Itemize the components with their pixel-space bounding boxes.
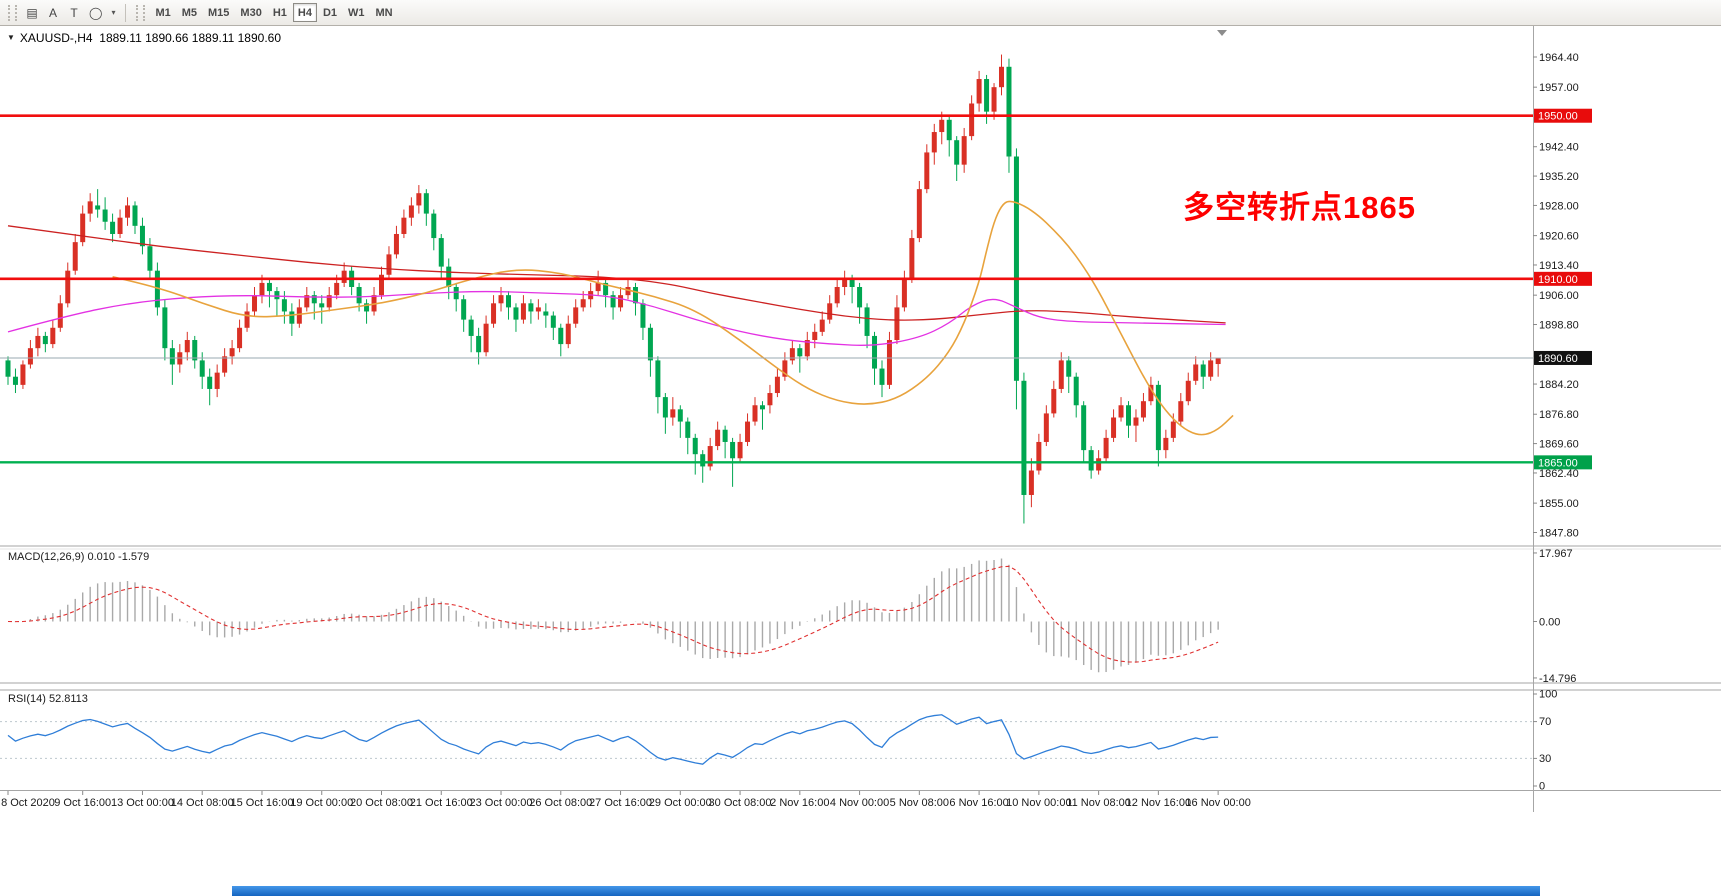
svg-text:6 Nov 16:00: 6 Nov 16:00 xyxy=(949,797,1008,809)
symbol-dropdown-icon[interactable]: ▼ xyxy=(7,33,15,42)
macd-signal-line xyxy=(7,565,1219,663)
timeframe-button-m1[interactable]: M1 xyxy=(150,3,175,22)
svg-text:4 Nov 00:00: 4 Nov 00:00 xyxy=(830,797,889,809)
toolbar-grip-2[interactable] xyxy=(136,4,146,21)
chart-text-annotation[interactable]: 多空转折点1865 xyxy=(1183,190,1416,225)
svg-text:2 Nov 16:00: 2 Nov 16:00 xyxy=(770,797,829,809)
svg-text:1913.40: 1913.40 xyxy=(1539,260,1579,272)
svg-text:13 Oct 00:00: 13 Oct 00:00 xyxy=(111,797,174,809)
hlines-layer[interactable] xyxy=(0,114,1533,464)
rsi-layer xyxy=(0,714,1533,765)
symbol-ohlc-text: XAUUSD-,H4 1889.11 1890.66 1889.11 1890.… xyxy=(19,31,281,45)
svg-text:1862.40: 1862.40 xyxy=(1539,468,1579,480)
svg-text:27 Oct 16:00: 27 Oct 16:00 xyxy=(589,797,652,809)
svg-text:14 Oct 08:00: 14 Oct 08:00 xyxy=(171,797,234,809)
svg-text:12 Nov 16:00: 12 Nov 16:00 xyxy=(1126,797,1191,809)
timeframe-button-mn[interactable]: MN xyxy=(371,3,398,22)
svg-text:19 Oct 00:00: 19 Oct 00:00 xyxy=(290,797,353,809)
timeframe-button-m15[interactable]: M15 xyxy=(203,3,234,22)
svg-text:1906.00: 1906.00 xyxy=(1539,290,1579,302)
panel-separators xyxy=(0,26,1721,812)
toolbar: ▤ A T ◯ ▾ M1 M5 M15 M30 H1 H4 D1 W1 MN xyxy=(0,0,1721,26)
rsi-indicator-label: RSI(14) 52.8113 xyxy=(8,693,88,705)
svg-text:1869.60: 1869.60 xyxy=(1539,439,1579,451)
svg-text:8 Oct 2020: 8 Oct 2020 xyxy=(1,797,55,809)
svg-text:1855.00: 1855.00 xyxy=(1539,498,1579,510)
svg-text:5 Nov 08:00: 5 Nov 08:00 xyxy=(890,797,949,809)
svg-text:1928.00: 1928.00 xyxy=(1539,200,1579,212)
text-label-a-button[interactable]: A xyxy=(43,3,63,23)
macd-histogram xyxy=(14,558,1219,673)
timeframe-button-m30[interactable]: M30 xyxy=(235,3,266,22)
svg-text:1920.60: 1920.60 xyxy=(1539,231,1579,243)
svg-text:1957.00: 1957.00 xyxy=(1539,82,1579,94)
svg-text:1964.40: 1964.40 xyxy=(1539,52,1579,64)
svg-text:10 Nov 00:00: 10 Nov 00:00 xyxy=(1006,797,1071,809)
svg-text:17.967: 17.967 xyxy=(1539,548,1573,560)
ma-orange-line[interactable] xyxy=(112,200,1234,436)
price-axis[interactable]: 1964.40 1957.00 1942.40 1935.20 1928.00 1920.… xyxy=(1533,52,1592,793)
timeframe-button-d1[interactable]: D1 xyxy=(318,3,342,22)
svg-text:26 Oct 08:00: 26 Oct 08:00 xyxy=(529,797,592,809)
ma-red-line[interactable] xyxy=(7,225,1226,324)
svg-text:1935.20: 1935.20 xyxy=(1539,171,1579,183)
toolbar-grip[interactable] xyxy=(8,4,17,21)
ma-magenta-line[interactable] xyxy=(7,290,1226,346)
svg-text:70: 70 xyxy=(1539,716,1551,728)
svg-text:30: 30 xyxy=(1539,753,1551,765)
objects-list-button[interactable]: ▤ xyxy=(22,3,42,23)
timeframe-button-h1[interactable]: H1 xyxy=(268,3,292,22)
svg-text:1847.80: 1847.80 xyxy=(1539,527,1579,539)
svg-text:-14.796: -14.796 xyxy=(1539,673,1576,685)
svg-text:21 Oct 16:00: 21 Oct 16:00 xyxy=(410,797,473,809)
svg-text:29 Oct 00:00: 29 Oct 00:00 xyxy=(649,797,712,809)
svg-text:1865.00: 1865.00 xyxy=(1538,457,1578,469)
shapes-tool-button[interactable]: ◯ xyxy=(85,3,106,23)
svg-text:1950.00: 1950.00 xyxy=(1538,111,1578,123)
toolbar-separator xyxy=(125,3,127,22)
svg-text:15 Oct 16:00: 15 Oct 16:00 xyxy=(230,797,293,809)
text-tool-button[interactable]: T xyxy=(64,3,84,23)
chart-title: ▼ XAUUSD-,H4 1889.11 1890.66 1889.11 189… xyxy=(7,31,281,45)
svg-text:0.00: 0.00 xyxy=(1539,617,1560,629)
timeframe-button-m5[interactable]: M5 xyxy=(177,3,202,22)
svg-text:1876.80: 1876.80 xyxy=(1539,409,1579,421)
svg-text:1898.80: 1898.80 xyxy=(1539,320,1579,332)
svg-text:23 Oct 00:00: 23 Oct 00:00 xyxy=(470,797,533,809)
svg-text:11 Nov 08:00: 11 Nov 08:00 xyxy=(1066,797,1131,809)
svg-text:30 Oct 08:00: 30 Oct 08:00 xyxy=(709,797,772,809)
svg-text:100: 100 xyxy=(1539,689,1557,701)
chart-shift-marker-icon xyxy=(1217,30,1227,36)
svg-text:1910.00: 1910.00 xyxy=(1538,274,1578,286)
svg-text:1884.20: 1884.20 xyxy=(1539,379,1579,391)
svg-text:20 Oct 08:00: 20 Oct 08:00 xyxy=(350,797,413,809)
svg-text:0: 0 xyxy=(1539,781,1545,793)
macd-indicator-label: MACD(12,26,9) 0.010 -1.579 xyxy=(8,551,150,563)
timeframe-button-w1[interactable]: W1 xyxy=(343,3,370,22)
tools-dropdown-arrow-icon[interactable]: ▾ xyxy=(107,3,119,23)
candles-layer xyxy=(5,54,1221,524)
timeframe-button-h4[interactable]: H4 xyxy=(292,3,317,22)
svg-text:1942.40: 1942.40 xyxy=(1539,142,1579,154)
svg-text:1890.60: 1890.60 xyxy=(1538,353,1578,365)
svg-text:9 Oct 16:00: 9 Oct 16:00 xyxy=(54,797,111,809)
background-window-edge xyxy=(232,886,1540,896)
svg-text:16 Nov 00:00: 16 Nov 00:00 xyxy=(1185,797,1250,809)
